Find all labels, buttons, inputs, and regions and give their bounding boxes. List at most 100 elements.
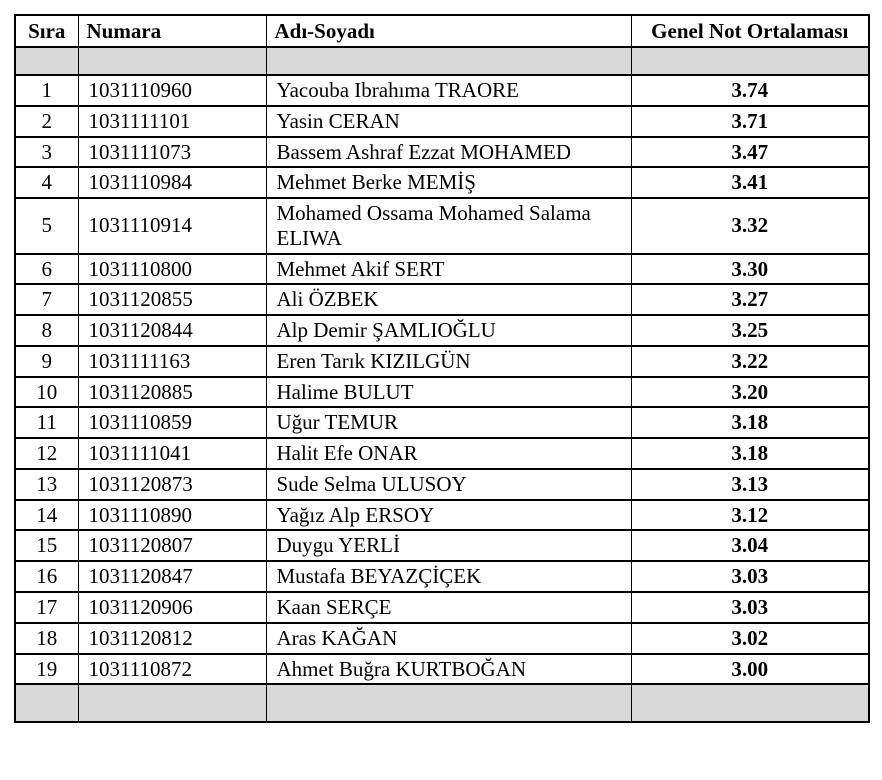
table-row: 1 1031110960 Yacouba Ibrahıma TRAORE 3.7… bbox=[14, 74, 870, 107]
cell-rank: 7 bbox=[14, 283, 79, 317]
cell-student-name: Bassem Ashraf Ezzat MOHAMED bbox=[265, 135, 632, 169]
cell-student-name: Ali ÖZBEK bbox=[265, 283, 632, 317]
cell-gpa: 3.25 bbox=[630, 314, 870, 347]
cell-student-name: Yağız Alp ERSOY bbox=[265, 498, 632, 532]
cell-student-number: 1031120812 bbox=[77, 621, 267, 655]
table-row: 16 1031120847 Mustafa BEYAZÇİÇEK 3.03 bbox=[14, 560, 870, 594]
cell-rank: 15 bbox=[14, 529, 79, 563]
cell-rank: 13 bbox=[14, 467, 79, 501]
cell-student-number: 1031110914 bbox=[77, 197, 267, 255]
cell-student-name: Mehmet Akif SERT bbox=[265, 252, 632, 286]
empty-cell bbox=[630, 46, 870, 76]
empty-cell bbox=[265, 46, 632, 76]
empty-cell bbox=[630, 683, 870, 724]
cell-student-name: Mehmet Berke MEMİŞ bbox=[265, 166, 632, 200]
table-row: 2 1031111101 Yasin CERAN 3.71 bbox=[14, 104, 870, 138]
cell-gpa: 3.22 bbox=[630, 344, 870, 378]
col-header-gno: Genel Not Ortalaması bbox=[630, 14, 870, 48]
cell-rank: 4 bbox=[14, 166, 79, 200]
empty-cell bbox=[77, 46, 267, 76]
empty-cell bbox=[14, 46, 79, 76]
cell-gpa: 3.03 bbox=[630, 591, 870, 624]
cell-gpa: 3.41 bbox=[630, 166, 870, 200]
cell-student-number: 1031110859 bbox=[77, 406, 267, 440]
spacer-row-bottom bbox=[14, 683, 870, 724]
cell-gpa: 3.04 bbox=[630, 529, 870, 563]
student-gpa-table: Sıra Numara Adı-Soyadı Genel Not Ortalam… bbox=[14, 14, 870, 724]
cell-student-number: 1031110872 bbox=[77, 652, 267, 686]
table-row: 10 1031120885 Halime BULUT 3.20 bbox=[14, 375, 870, 409]
cell-student-number: 1031111041 bbox=[77, 437, 267, 470]
cell-gpa: 3.02 bbox=[630, 621, 870, 655]
cell-student-number: 1031111101 bbox=[77, 104, 267, 138]
cell-rank: 11 bbox=[14, 406, 79, 440]
cell-rank: 8 bbox=[14, 314, 79, 347]
table-row: 7 1031120855 Ali ÖZBEK 3.27 bbox=[14, 283, 870, 317]
empty-cell bbox=[77, 683, 267, 724]
cell-student-number: 1031111073 bbox=[77, 135, 267, 169]
cell-student-name: Sude Selma ULUSOY bbox=[265, 467, 632, 501]
table-row: 4 1031110984 Mehmet Berke MEMİŞ 3.41 bbox=[14, 166, 870, 200]
cell-gpa: 3.47 bbox=[630, 135, 870, 169]
cell-student-number: 1031120844 bbox=[77, 314, 267, 347]
cell-student-name: Mustafa BEYAZÇİÇEK bbox=[265, 560, 632, 594]
table-row: 15 1031120807 Duygu YERLİ 3.04 bbox=[14, 529, 870, 563]
spacer-row-top bbox=[14, 46, 870, 76]
cell-gpa: 3.27 bbox=[630, 283, 870, 317]
table-row: 5 1031110914 Mohamed Ossama Mohamed Sala… bbox=[14, 197, 870, 255]
table-row: 11 1031110859 Uğur TEMUR 3.18 bbox=[14, 406, 870, 440]
table-row: 9 1031111163 Eren Tarık KIZILGÜN 3.22 bbox=[14, 344, 870, 378]
cell-student-number: 1031120847 bbox=[77, 560, 267, 594]
cell-rank: 2 bbox=[14, 104, 79, 138]
cell-rank: 3 bbox=[14, 135, 79, 169]
table-row: 17 1031120906 Kaan SERÇE 3.03 bbox=[14, 591, 870, 624]
cell-student-number: 1031120873 bbox=[77, 467, 267, 501]
cell-student-name: Yasin CERAN bbox=[265, 104, 632, 138]
cell-rank: 19 bbox=[14, 652, 79, 686]
header-row: Sıra Numara Adı-Soyadı Genel Not Ortalam… bbox=[14, 14, 870, 48]
cell-student-number: 1031110890 bbox=[77, 498, 267, 532]
cell-rank: 12 bbox=[14, 437, 79, 470]
table-row: 12 1031111041 Halit Efe ONAR 3.18 bbox=[14, 437, 870, 470]
cell-student-name: Yacouba Ibrahıma TRAORE bbox=[265, 74, 632, 107]
cell-student-name: Kaan SERÇE bbox=[265, 591, 632, 624]
cell-rank: 9 bbox=[14, 344, 79, 378]
cell-student-name: Eren Tarık KIZILGÜN bbox=[265, 344, 632, 378]
cell-rank: 17 bbox=[14, 591, 79, 624]
cell-gpa: 3.71 bbox=[630, 104, 870, 138]
cell-gpa: 3.03 bbox=[630, 560, 870, 594]
table-row: 3 1031111073 Bassem Ashraf Ezzat MOHAMED… bbox=[14, 135, 870, 169]
cell-student-name: Alp Demir ŞAMLIOĞLU bbox=[265, 314, 632, 347]
cell-student-name: Ahmet Buğra KURTBOĞAN bbox=[265, 652, 632, 686]
cell-gpa: 3.00 bbox=[630, 652, 870, 686]
cell-student-number: 1031110984 bbox=[77, 166, 267, 200]
cell-student-name: Mohamed Ossama Mohamed Salama ELIWA bbox=[265, 197, 632, 255]
col-header-sira: Sıra bbox=[14, 14, 79, 48]
table-row: 8 1031120844 Alp Demir ŞAMLIOĞLU 3.25 bbox=[14, 314, 870, 347]
cell-gpa: 3.18 bbox=[630, 437, 870, 470]
col-header-adi-soyadi: Adı-Soyadı bbox=[265, 14, 632, 48]
cell-rank: 18 bbox=[14, 621, 79, 655]
table-row: 19 1031110872 Ahmet Buğra KURTBOĞAN 3.00 bbox=[14, 652, 870, 686]
cell-gpa: 3.12 bbox=[630, 498, 870, 532]
cell-student-name: Halit Efe ONAR bbox=[265, 437, 632, 470]
table-row: 18 1031120812 Aras KAĞAN 3.02 bbox=[14, 621, 870, 655]
table-row: 6 1031110800 Mehmet Akif SERT 3.30 bbox=[14, 252, 870, 286]
cell-rank: 10 bbox=[14, 375, 79, 409]
cell-gpa: 3.20 bbox=[630, 375, 870, 409]
cell-student-number: 1031120885 bbox=[77, 375, 267, 409]
cell-student-name: Halime BULUT bbox=[265, 375, 632, 409]
table-row: 13 1031120873 Sude Selma ULUSOY 3.13 bbox=[14, 467, 870, 501]
cell-rank: 16 bbox=[14, 560, 79, 594]
cell-student-number: 1031110800 bbox=[77, 252, 267, 286]
cell-rank: 6 bbox=[14, 252, 79, 286]
empty-cell bbox=[14, 683, 79, 724]
cell-rank: 1 bbox=[14, 74, 79, 107]
table-row: 14 1031110890 Yağız Alp ERSOY 3.12 bbox=[14, 498, 870, 532]
cell-student-number: 1031111163 bbox=[77, 344, 267, 378]
empty-cell bbox=[265, 683, 632, 724]
cell-rank: 14 bbox=[14, 498, 79, 532]
cell-student-number: 1031120855 bbox=[77, 283, 267, 317]
cell-gpa: 3.30 bbox=[630, 252, 870, 286]
